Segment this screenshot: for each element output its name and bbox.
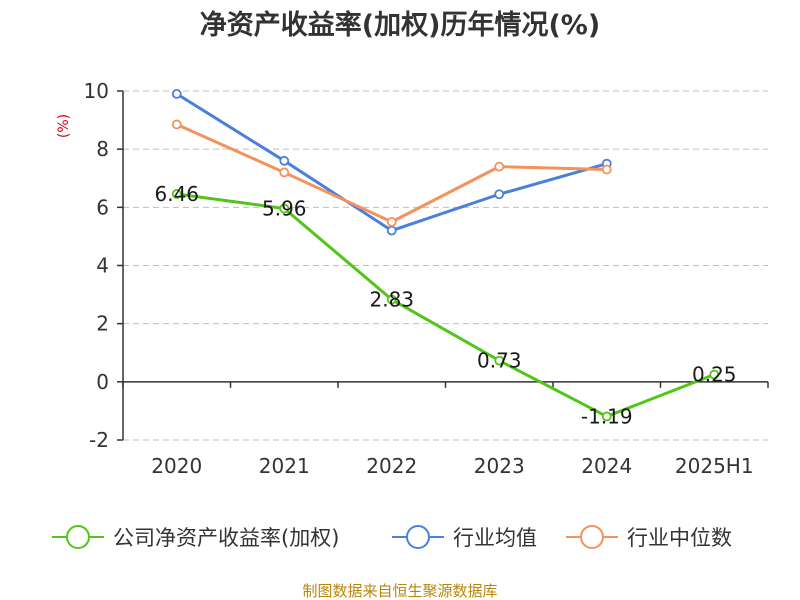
data-label: 5.96 — [262, 196, 307, 220]
series-point-0[interactable] — [386, 294, 397, 305]
axes: -2 0 2 4 6 8 10 2020 2021 2022 2023 2024 2025H1 — [84, 79, 769, 478]
data-label: 6.46 — [154, 182, 199, 206]
series-point-1[interactable] — [279, 155, 290, 166]
y-tick-label: 6 — [96, 195, 109, 219]
data-labels: 6.46 5.96 2.83 0.73 -1.19 0.25 — [154, 182, 736, 428]
legend[interactable]: 公司净资产收益率(加权) 行业均值 行业中位数 — [52, 525, 732, 550]
series-point-1[interactable] — [171, 89, 182, 99]
data-label: 0.25 — [692, 363, 737, 387]
y-tick-label: 10 — [84, 79, 109, 103]
legend-label: 行业中位数 — [627, 526, 732, 550]
y-tick-label: 4 — [96, 254, 109, 278]
x-tick-label: 2021 — [259, 454, 310, 478]
legend-marker — [66, 525, 90, 549]
series-point-2[interactable] — [279, 167, 290, 178]
series-point-0[interactable] — [709, 369, 720, 380]
data-label: -1.19 — [581, 404, 633, 428]
y-axis-label: (%) — [56, 114, 72, 138]
series-point-2[interactable] — [601, 164, 612, 175]
x-tick-label: 2025H1 — [675, 454, 754, 478]
series-point-0[interactable] — [494, 355, 505, 366]
series-line-0 — [176, 192, 715, 418]
legend-label: 公司净资产收益率(加权) — [113, 526, 339, 550]
grid — [123, 90, 768, 441]
series-line-1 — [175, 92, 608, 233]
series-point-0[interactable] — [601, 411, 612, 422]
series-line-2 — [176, 123, 607, 224]
x-tick-label: 2023 — [474, 454, 525, 478]
y-tick-label: 2 — [96, 312, 109, 336]
y-tick-label: 8 — [96, 137, 109, 161]
series-point-1[interactable] — [494, 189, 505, 200]
series-point-1[interactable] — [386, 225, 397, 236]
x-tick-label: 2020 — [151, 454, 202, 478]
x-tick-label: 2022 — [366, 454, 417, 478]
chart-title: 净资产收益率(加权)历年情况(%) — [200, 9, 600, 41]
series-point-2[interactable] — [494, 161, 505, 172]
series-point-2[interactable] — [171, 119, 182, 130]
series-point-0[interactable] — [279, 203, 290, 214]
source-text: 制图数据来自恒生聚源数据库 — [302, 582, 497, 600]
legend-item-1[interactable]: 行业均值 — [392, 525, 537, 550]
series-point-0[interactable] — [171, 189, 182, 199]
data-label: 0.73 — [477, 349, 522, 373]
legend-item-2[interactable]: 行业中位数 — [566, 525, 732, 550]
legend-marker — [406, 525, 430, 549]
x-tick-label: 2024 — [581, 454, 632, 478]
series-point-2[interactable] — [386, 216, 397, 227]
y-tick-label: 0 — [96, 370, 109, 394]
legend-marker — [580, 525, 604, 549]
series-group — [171, 89, 720, 422]
legend-item-0[interactable]: 公司净资产收益率(加权) — [52, 525, 339, 550]
legend-label: 行业均值 — [453, 526, 537, 550]
y-tick-label: -2 — [89, 428, 109, 452]
data-label: 2.83 — [369, 288, 414, 312]
